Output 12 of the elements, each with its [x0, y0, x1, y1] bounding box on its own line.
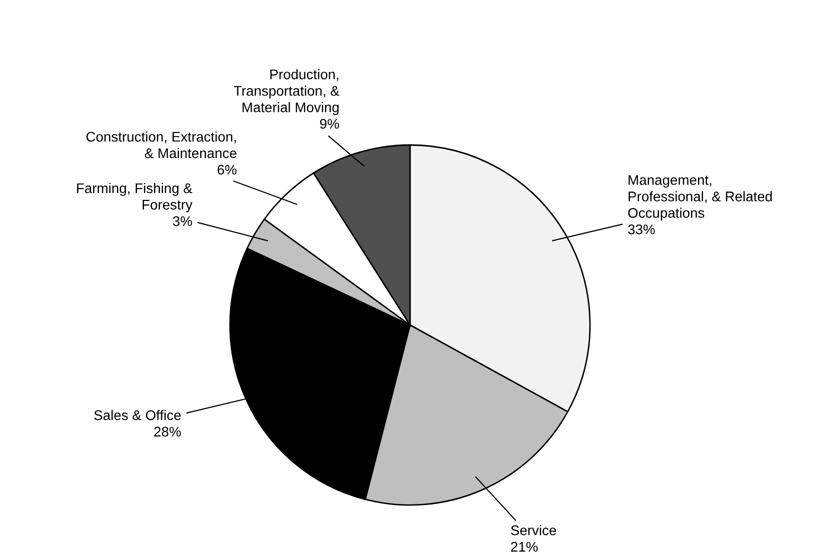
data-label: 3% [172, 216, 192, 226]
data-label: 28% [154, 426, 181, 437]
slice-label: Management, Professional, & Related Occupations [628, 175, 772, 221]
slice-label: Production, Transportation, & Material Moving [234, 69, 340, 115]
data-label: 9% [320, 118, 339, 129]
slice-label: Service [511, 525, 556, 536]
slice-label: Farming, Fishing & Forestry [77, 182, 192, 212]
data-label: 33% [628, 224, 655, 234]
slice-label: Construction, Extraction, & Maintenance [86, 131, 236, 158]
data-label: 21% [511, 542, 538, 552]
slice-label: Sales & Office [94, 410, 181, 420]
data-label: 6% [218, 164, 237, 175]
